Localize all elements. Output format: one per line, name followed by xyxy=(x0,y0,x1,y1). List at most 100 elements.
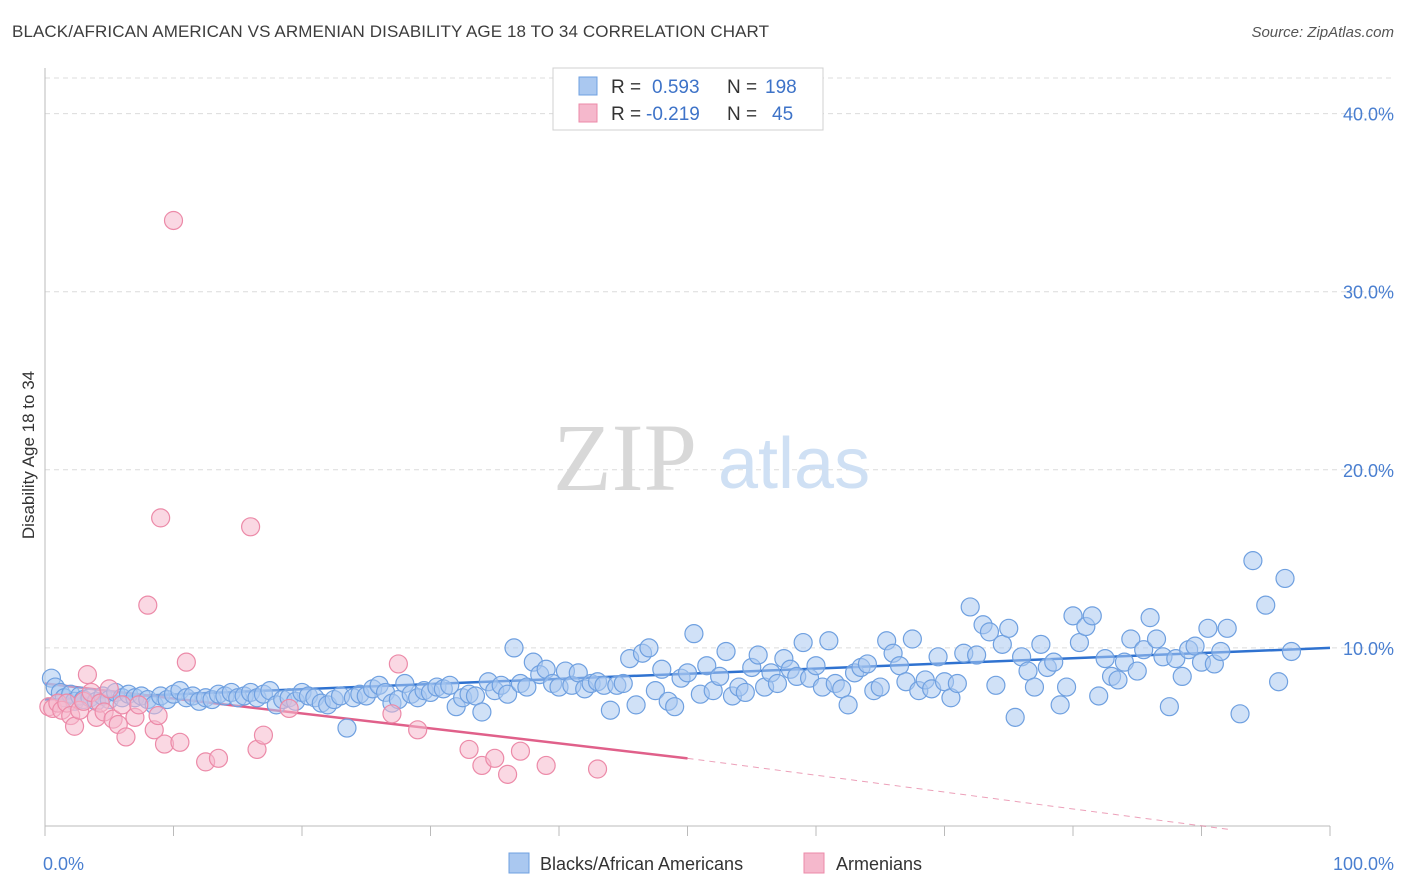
watermark-atlas: atlas xyxy=(718,424,870,504)
legend-n-label-2: N = xyxy=(727,104,757,125)
blacks-point-185 xyxy=(1217,618,1237,638)
armenians-point-6 xyxy=(64,716,85,736)
armenians-point-42 xyxy=(510,741,531,761)
armenians-point-31 xyxy=(241,517,261,537)
blacks-point-182 xyxy=(1198,618,1218,638)
watermark-zip: ZIP xyxy=(553,404,697,511)
armenians-point-37 xyxy=(408,720,428,740)
chart-title: BLACK/AFRICAN AMERICAN VS ARMENIAN DISAB… xyxy=(12,22,770,41)
blacks-point-173 xyxy=(1140,608,1160,628)
blacks-point-115 xyxy=(767,673,788,694)
blacks-point-97 xyxy=(652,659,672,679)
blacks-point-176 xyxy=(1159,697,1179,717)
blacks-point-174 xyxy=(1146,629,1167,649)
armenians-point-35 xyxy=(382,704,402,724)
blacks-point-161 xyxy=(1063,606,1083,626)
blacks-point-172 xyxy=(1134,640,1154,660)
armenians-point-30 xyxy=(208,748,229,768)
y-tick-label-2: 30.0% xyxy=(1343,283,1394,303)
blacks-point-165 xyxy=(1089,686,1109,706)
armenians-point-40 xyxy=(485,748,505,768)
blacks-point-152 xyxy=(1005,707,1025,727)
blacks-point-104 xyxy=(697,656,717,676)
blacks-point-191 xyxy=(1281,641,1302,662)
blacks-point-168 xyxy=(1108,670,1128,690)
blacks-point-189 xyxy=(1268,672,1289,692)
blacks-point-126 xyxy=(838,695,858,715)
y-tick-label-3: 40.0% xyxy=(1343,105,1394,125)
blacks-point-150 xyxy=(992,634,1012,654)
armenians-point-21 xyxy=(138,595,158,615)
legend-swatch-blue xyxy=(578,76,598,96)
blacks-point-106 xyxy=(710,666,730,687)
blacks-point-155 xyxy=(1024,677,1045,697)
blacks-point-74 xyxy=(504,638,524,658)
blacks-point-91 xyxy=(613,673,633,694)
x-tick-labels: 0.0% 100.0% xyxy=(43,854,1394,874)
armenians-point-36 xyxy=(388,654,408,674)
blacks-point-134 xyxy=(889,656,910,676)
trend-line-armenians-extension xyxy=(687,757,1231,831)
blacks-point-107 xyxy=(716,641,736,662)
blacks-point-110 xyxy=(735,682,755,703)
blacks-point-171 xyxy=(1127,661,1147,681)
blacks-point-186 xyxy=(1230,704,1250,724)
bottom-legend-label-blue: Blacks/African Americans xyxy=(540,854,743,874)
armenians-point-20 xyxy=(129,695,149,715)
blacks-point-148 xyxy=(979,622,1000,642)
blacks-point-160 xyxy=(1056,677,1077,697)
y-tick-label-0: 10.0% xyxy=(1343,639,1394,659)
y-tick-labels: 10.0% 20.0% 30.0% 40.0% xyxy=(1343,105,1394,659)
blacks-point-190 xyxy=(1275,568,1295,589)
legend-n-value-1: 198 xyxy=(765,77,797,98)
armenians-point-23 xyxy=(148,705,168,726)
legend-n-label-1: N = xyxy=(727,77,757,98)
blacks-point-64 xyxy=(440,675,460,695)
blacks-point-146 xyxy=(967,645,987,665)
blacks-point-158 xyxy=(1044,652,1064,672)
bottom-legend-swatch-pink xyxy=(803,852,825,874)
armenians-point-26 xyxy=(163,210,184,231)
blacks-point-145 xyxy=(960,597,980,617)
armenians-point-43 xyxy=(536,755,556,776)
blacks-point-73 xyxy=(498,684,518,704)
y-axis-title: Disability Age 18 to 34 xyxy=(19,371,38,539)
armenians-point-24 xyxy=(151,508,171,528)
blacks-point-102 xyxy=(684,624,704,644)
blacks-point-76 xyxy=(517,677,537,697)
legend-r-value-1: 0.593 xyxy=(652,77,700,98)
blacks-point-187 xyxy=(1243,551,1263,571)
blacks-point-136 xyxy=(902,629,922,649)
blacks-point-162 xyxy=(1069,632,1090,653)
legend-box: R = 0.593 N = 198 R = -0.219 N = 45 xyxy=(552,67,824,131)
blacks-point-119 xyxy=(793,632,813,653)
y-tick-label-1: 20.0% xyxy=(1343,461,1394,481)
x-tick-label-1: 100.0% xyxy=(1333,854,1394,874)
blacks-point-101 xyxy=(677,663,698,683)
legend-swatch-pink xyxy=(578,103,598,123)
blacks-point-131 xyxy=(870,677,890,697)
blacks-point-69 xyxy=(472,702,492,722)
armenians-point-9 xyxy=(77,665,98,685)
watermark: ZIP atlas xyxy=(553,404,870,511)
blacks-point-184 xyxy=(1211,641,1231,662)
blacks-point-112 xyxy=(748,645,768,665)
blacks-point-159 xyxy=(1050,695,1070,715)
blacks-point-96 xyxy=(645,681,665,701)
blacks-point-166 xyxy=(1095,648,1115,669)
series-armenians-points xyxy=(39,210,608,784)
blacks-point-93 xyxy=(626,695,646,715)
blacks-point-164 xyxy=(1082,606,1102,626)
blacks-point-99 xyxy=(665,697,685,717)
blacks-point-149 xyxy=(986,675,1006,695)
armenians-point-34 xyxy=(279,698,299,719)
blacks-point-170 xyxy=(1121,629,1141,649)
blacks-point-95 xyxy=(639,638,659,658)
legend-n-value-2: 45 xyxy=(772,104,793,125)
armenians-point-44 xyxy=(587,759,608,779)
series-blacks-points xyxy=(41,551,1302,738)
blacks-point-121 xyxy=(806,656,826,676)
legend-r-label-1: R = xyxy=(611,77,641,98)
armenians-point-41 xyxy=(498,764,518,784)
